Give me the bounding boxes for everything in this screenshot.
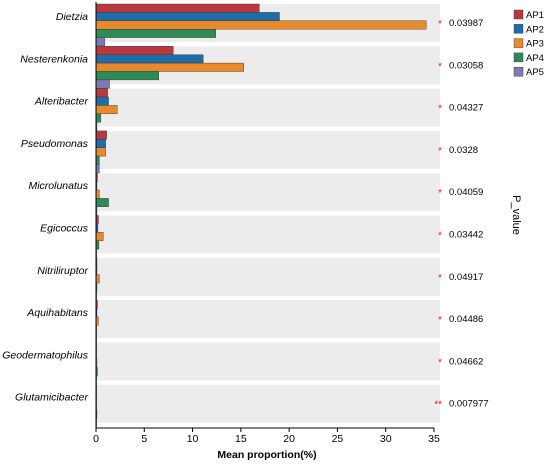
bar-alteribacter-ap3 xyxy=(95,105,118,115)
bar-pseudomonas-ap3 xyxy=(95,147,106,157)
bar-dietzia-ap2 xyxy=(95,12,280,21)
p-values: * 0.03987 * 0.03058 * 0.04327 * 0.0328 * 0.04059 *… xyxy=(434,18,488,411)
p-value-label: 0.0328 xyxy=(449,145,478,156)
x-tick-label: 20 xyxy=(283,433,295,445)
x-tick-label: 0 xyxy=(93,433,99,445)
significance-marker: * xyxy=(438,61,442,72)
category-labels: Dietzia Nesterenkonia Alteribacter Pseudomo… xyxy=(2,11,89,404)
row-background xyxy=(96,342,440,381)
bar-nesterenkonia-ap4 xyxy=(95,71,159,81)
p-value-label: 0.04662 xyxy=(449,356,483,367)
category-label-dietzia: Dietzia xyxy=(56,11,88,23)
row-background xyxy=(96,300,440,339)
category-label-aquihabitans: Aquihabitans xyxy=(26,307,88,319)
x-tick-label: 25 xyxy=(332,433,344,445)
row-background xyxy=(96,130,440,169)
row-backgrounds xyxy=(96,4,440,423)
category-label-pseudomonas: Pseudomonas xyxy=(21,138,89,150)
legend-label-ap1: AP1 xyxy=(526,10,544,21)
x-axis: 0 5 10 15 20 25 30 35 xyxy=(93,2,440,445)
bar-nitriliruptor-ap3 xyxy=(95,274,100,284)
category-label-glutamicibacter: Glutamicibacter xyxy=(15,392,88,404)
bar-pseudomonas-ap2 xyxy=(95,139,106,148)
bar-dietzia-ap1 xyxy=(95,3,260,13)
p-value-label: 0.03442 xyxy=(449,230,483,241)
p-value-title: P_value xyxy=(510,195,522,235)
significance-marker: * xyxy=(438,231,442,242)
legend: AP1 AP2 AP3 AP4 AP5 xyxy=(513,9,544,78)
x-tick-label: 15 xyxy=(235,433,247,445)
bar-alteribacter-ap2 xyxy=(95,96,109,106)
significance-marker: * xyxy=(438,146,442,157)
category-label-nesterenkonia: Nesterenkonia xyxy=(20,53,88,65)
bar-alteribacter-ap1 xyxy=(95,88,108,98)
row-background xyxy=(96,384,440,423)
row-background xyxy=(96,215,440,254)
significance-marker: * xyxy=(438,104,442,115)
bar-alteribacter-ap4 xyxy=(95,113,102,123)
bar-nesterenkonia-ap3 xyxy=(95,62,244,72)
legend-swatch-ap3 xyxy=(513,38,524,48)
legend-swatch-ap1 xyxy=(513,9,524,20)
legend-label-ap5: AP5 xyxy=(526,67,544,78)
bar-pseudomonas-ap1 xyxy=(95,130,107,140)
bar-microlunatus-ap3 xyxy=(95,189,100,199)
bar-pseudomonas-ap5 xyxy=(95,164,100,174)
row-background xyxy=(96,173,440,212)
bar-nesterenkonia-ap1 xyxy=(95,46,174,55)
bar-microlunatus-ap4 xyxy=(95,198,109,207)
significance-marker: ** xyxy=(434,400,442,411)
significance-marker: * xyxy=(438,273,442,284)
significance-marker: * xyxy=(438,19,442,30)
category-label-geodermatophilus: Geodermatophilus xyxy=(2,349,89,361)
p-value-label: 0.04059 xyxy=(449,187,483,198)
significance-marker: * xyxy=(438,357,442,368)
significance-marker: * xyxy=(438,315,442,326)
row-background xyxy=(96,88,440,127)
p-value-label: 0.007977 xyxy=(449,399,489,410)
legend-label-ap2: AP2 xyxy=(526,24,544,35)
p-value-label: 0.03058 xyxy=(449,60,483,71)
legend-label-ap3: AP3 xyxy=(526,39,544,50)
x-tick-label: 30 xyxy=(380,433,392,445)
p-value-label: 0.04486 xyxy=(449,314,483,325)
significance-marker: * xyxy=(438,188,442,199)
p-value-label: 0.03987 xyxy=(449,18,483,29)
x-axis-title: Mean proportion(%) xyxy=(217,449,316,461)
x-tick-label: 5 xyxy=(141,433,147,445)
legend-swatch-ap5 xyxy=(513,66,524,77)
bar-nesterenkonia-ap2 xyxy=(95,54,204,64)
legend-label-ap4: AP4 xyxy=(526,53,544,64)
bar-dietzia-ap5 xyxy=(95,37,105,47)
legend-swatch-ap4 xyxy=(513,52,524,63)
bar-pseudomonas-ap4 xyxy=(95,155,100,165)
category-label-alteribacter: Alteribacter xyxy=(34,96,89,108)
p-value-label: 0.04327 xyxy=(449,103,483,114)
category-label-microlunatus: Microlunatus xyxy=(28,180,88,192)
x-tick-label: 35 xyxy=(428,433,440,445)
x-tick-label: 10 xyxy=(187,433,199,445)
bar-nesterenkonia-ap5 xyxy=(95,79,110,89)
bar-egicoccus-ap3 xyxy=(95,232,104,241)
category-label-egicoccus: Egicoccus xyxy=(40,223,89,235)
bar-dietzia-ap3 xyxy=(95,20,427,30)
p-value-label: 0.04917 xyxy=(449,272,483,283)
row-background xyxy=(96,257,440,296)
legend-swatch-ap2 xyxy=(513,24,524,34)
bar-dietzia-ap4 xyxy=(95,29,216,38)
category-label-nitriliruptor: Nitriliruptor xyxy=(37,265,88,277)
